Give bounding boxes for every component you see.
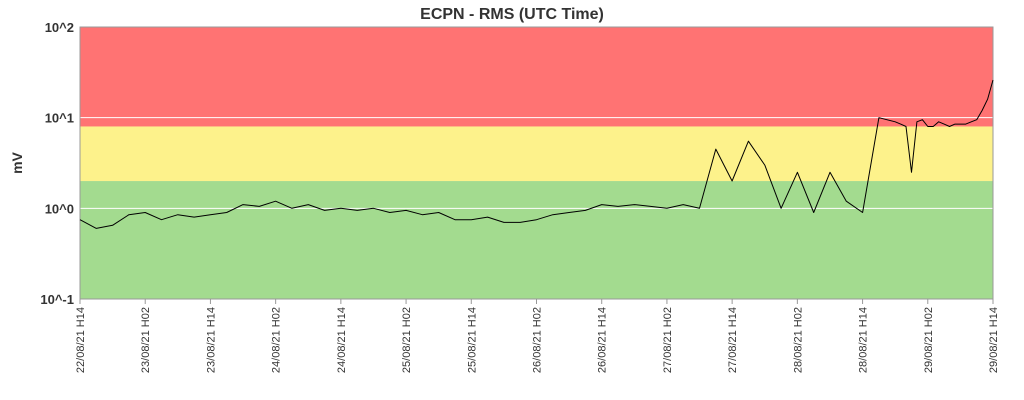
x-tick-label: 24/08/21 H02 (271, 307, 283, 373)
y-tick-label: 10^2 (45, 20, 74, 35)
x-tick-label: 29/08/21 H02 (923, 307, 935, 373)
threshold-band-2 (80, 27, 993, 127)
y-axis-ticks: 10^2 10^1 10^0 10^-1 (40, 20, 74, 307)
x-tick-label: 28/08/21 H02 (792, 307, 804, 373)
x-tick-label: 26/08/21 H02 (532, 307, 544, 373)
threshold-band-1 (80, 126, 993, 182)
x-tick-label: 23/08/21 H14 (205, 307, 217, 373)
x-tick-label: 23/08/21 H02 (140, 307, 152, 373)
threshold-bands (80, 27, 993, 299)
chart-title: ECPN - RMS (UTC Time) (420, 6, 604, 23)
series-group (79, 79, 994, 229)
x-tick-label: 26/08/21 H14 (597, 307, 609, 373)
series-line-0 (79, 79, 994, 229)
x-axis-ticks: 22/08/21 H14 23/08/21 H02 23/08/21 H14 24/0… (75, 299, 1000, 373)
x-tick-label: 25/08/21 H02 (401, 307, 413, 373)
x-tick-label: 22/08/21 H14 (75, 307, 87, 373)
y-tick-label: 10^1 (45, 111, 74, 126)
y-axis-label: mV (9, 151, 25, 173)
x-tick-label: 24/08/21 H14 (336, 307, 348, 373)
x-tick-label: 27/08/21 H14 (727, 307, 739, 373)
grid-lines (80, 117, 993, 209)
x-tick-label: 28/08/21 H14 (858, 307, 870, 373)
x-tick-label: 29/08/21 H14 (988, 307, 1000, 373)
threshold-band-0 (80, 181, 993, 299)
y-tick-label: 10^0 (45, 201, 74, 216)
x-tick-label: 27/08/21 H02 (662, 307, 674, 373)
x-tick-label: 25/08/21 H14 (466, 307, 478, 373)
y-tick-label: 10^-1 (40, 292, 74, 307)
